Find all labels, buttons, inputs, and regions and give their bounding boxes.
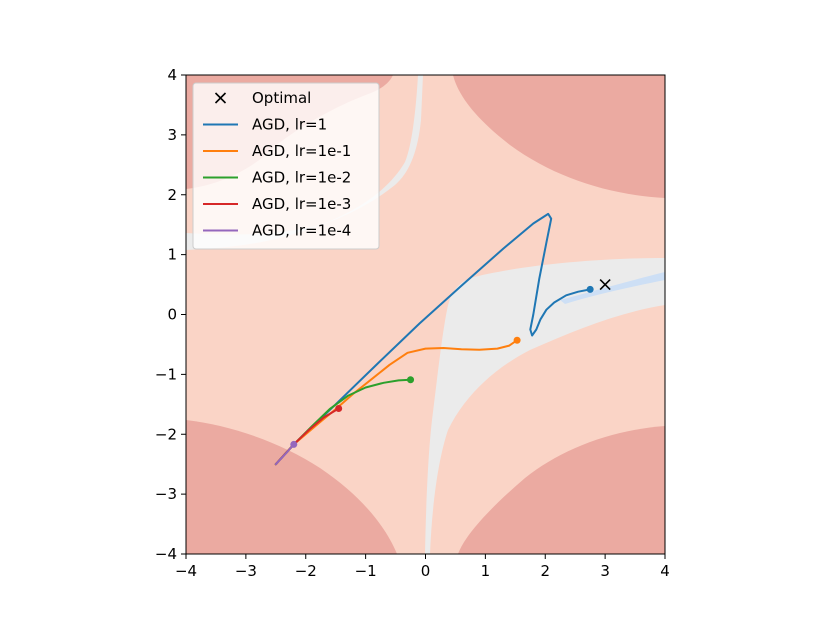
y-tick-label: −1 [155, 365, 177, 383]
region-dark-bottom-right [458, 426, 665, 554]
y-tick-label: 0 [167, 306, 177, 324]
legend-label: AGD, lr=1e-4 [252, 222, 351, 240]
legend-label: AGD, lr=1e-3 [252, 195, 351, 213]
y-tick-label: 4 [167, 66, 177, 84]
x-tick-label: 3 [600, 562, 610, 580]
legend-label: AGD, lr=1e-2 [252, 169, 351, 187]
region-blue [560, 272, 665, 304]
y-tick-label: −4 [155, 545, 177, 563]
y-tick-label: −2 [155, 425, 177, 443]
x-axis: −4 −3 −2 −1 0 1 2 3 4 [175, 554, 670, 580]
optimal-marker [599, 278, 611, 291]
y-axis: −4 −3 −2 −1 0 1 2 3 4 [155, 66, 186, 563]
legend-label: AGD, lr=1e-1 [252, 142, 351, 160]
legend-box [192, 82, 380, 250]
series-endpoint-2 [513, 336, 521, 344]
series-endpoint-5 [290, 440, 298, 448]
region-dark-bottom-left [186, 420, 397, 554]
x-tick-label: 2 [540, 562, 550, 580]
y-tick-label: −3 [155, 485, 177, 503]
series-endpoint-1 [586, 285, 594, 293]
series-line-5 [274, 443, 295, 466]
x-tick-label: −3 [235, 562, 257, 580]
contour-regions [186, 75, 665, 554]
series-line-2 [274, 339, 519, 466]
y-tick-label: 2 [167, 186, 177, 204]
series-endpoint-4 [335, 405, 343, 413]
marker-layer [290, 285, 594, 448]
region-gray-right [425, 258, 665, 554]
legend-label: AGD, lr=1 [252, 116, 327, 134]
series-layer [274, 212, 592, 466]
series-endpoint-3 [407, 376, 415, 384]
x-tick-label: 1 [481, 562, 491, 580]
legend-optimal-icon [214, 92, 227, 104]
x-tick-label: 4 [660, 562, 670, 580]
legend: Optimal AGD, lr=1 AGD, lr=1e-1 AGD, lr=1e-2… [192, 82, 380, 250]
x-tick-label: −1 [355, 562, 377, 580]
legend-label: Optimal [252, 89, 311, 107]
x-tick-label: −4 [175, 562, 197, 580]
y-tick-label: 3 [167, 126, 177, 144]
y-tick-label: 1 [167, 246, 177, 264]
x-tick-label: −2 [295, 562, 317, 580]
series-line-1 [274, 212, 592, 466]
x-tick-label: 0 [421, 562, 431, 580]
region-dark-top-right [453, 75, 665, 198]
optimal-x-stroke-2 [599, 278, 611, 291]
